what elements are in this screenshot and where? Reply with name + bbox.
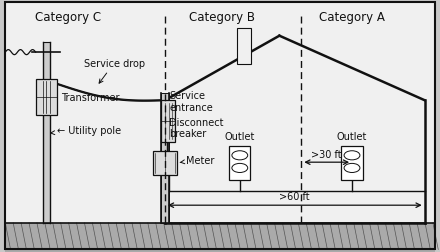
- Circle shape: [232, 151, 248, 160]
- Polygon shape: [165, 37, 425, 223]
- Bar: [161, 101, 175, 142]
- Circle shape: [344, 164, 360, 173]
- Bar: [5, 223, 435, 252]
- Text: >30 ft: >30 ft: [312, 149, 342, 160]
- Bar: [341, 146, 363, 180]
- Bar: [229, 146, 250, 180]
- Text: Category B: Category B: [189, 11, 255, 24]
- Text: Outlet: Outlet: [337, 131, 367, 141]
- Text: ← Utility pole: ← Utility pole: [51, 125, 121, 136]
- Text: >60 ft: >60 ft: [279, 192, 310, 202]
- Text: Disconnect
breaker: Disconnect breaker: [169, 117, 224, 139]
- Bar: [161, 93, 169, 223]
- Text: Meter: Meter: [180, 155, 214, 165]
- Text: Category C: Category C: [35, 11, 101, 24]
- Bar: [43, 43, 50, 223]
- Bar: [5, 3, 435, 223]
- Text: Service drop: Service drop: [84, 59, 145, 84]
- Bar: [36, 79, 57, 116]
- Text: Transformer: Transformer: [61, 93, 120, 103]
- Text: Category A: Category A: [319, 11, 385, 24]
- Text: Outlet: Outlet: [224, 131, 255, 141]
- Text: Service
entrance: Service entrance: [169, 91, 213, 112]
- Circle shape: [344, 151, 360, 160]
- Bar: [153, 151, 177, 175]
- Circle shape: [232, 164, 248, 173]
- Bar: [237, 29, 251, 64]
